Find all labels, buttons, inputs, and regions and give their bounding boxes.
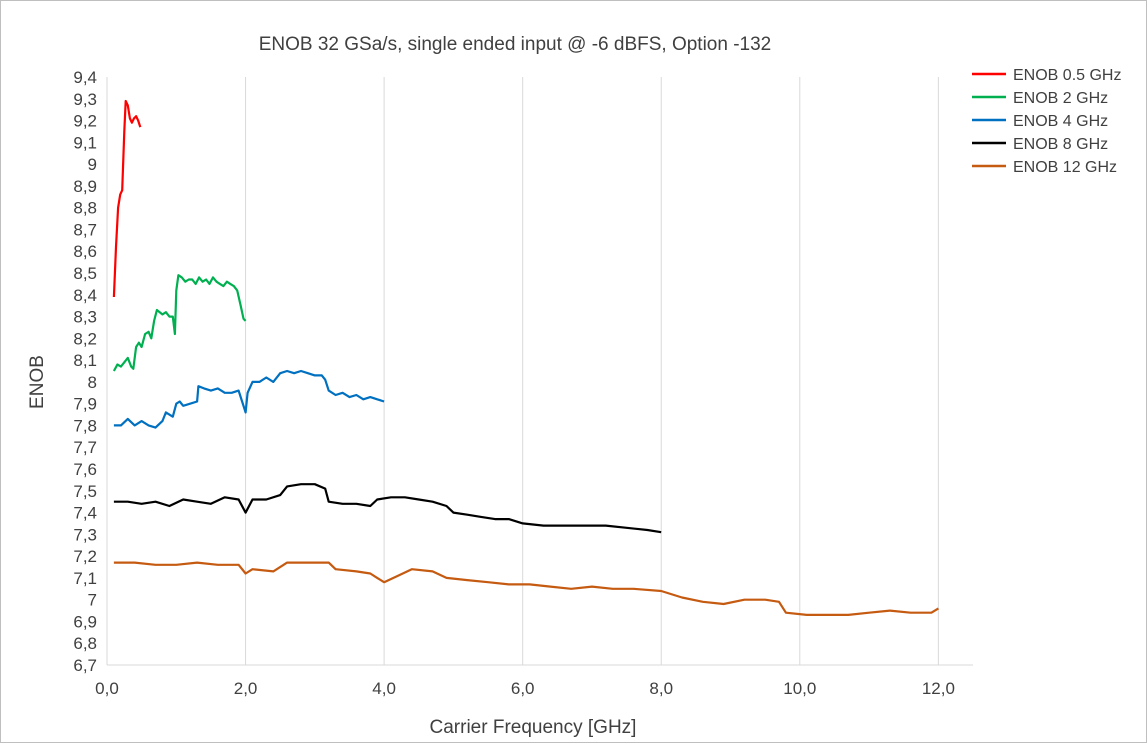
y-tick-labels: 6,7 6,8 6,9 7 7,1 7,2 7,3 7,4 7,5 7,6 7,7 7,8 7,9 8 8,…: [73, 68, 97, 675]
y-tick-label: 7,5: [73, 482, 97, 501]
y-tick-label: 8,8: [73, 199, 97, 218]
x-axis-title: Carrier Frequency [GHz]: [430, 717, 637, 738]
y-tick-label: 7,1: [73, 569, 97, 588]
y-tick-label: 9: [88, 155, 97, 174]
y-tick-label: 6,9: [73, 612, 97, 631]
y-tick-label: 8,4: [73, 286, 97, 305]
y-tick-label: 8,2: [73, 329, 97, 348]
y-tick-label: 8,5: [73, 264, 97, 283]
x-tick-label: 2,0: [234, 679, 258, 698]
y-tick-label: 9,4: [73, 68, 97, 87]
y-tick-label: 7,6: [73, 460, 97, 479]
y-tick-label: 6,7: [73, 656, 97, 675]
y-tick-label: 7,7: [73, 438, 97, 457]
y-tick-label: 8,6: [73, 242, 97, 261]
legend: ENOB 0.5 GHz ENOB 2 GHz ENOB 4 GHz ENOB 8 G…: [972, 67, 1121, 176]
series-line-4: [113, 483, 662, 534]
y-tick-label: 7: [88, 591, 97, 610]
x-tick-label: 10,0: [783, 679, 816, 698]
x-tick-label: 6,0: [511, 679, 535, 698]
series-line-2: [112, 274, 247, 372]
y-tick-label: 9,2: [73, 112, 97, 131]
legend-label: ENOB 12 GHz: [1013, 159, 1117, 176]
axes: [106, 77, 973, 666]
y-tick-label: 8,7: [73, 220, 97, 239]
x-tick-label: 0,0: [95, 679, 119, 698]
series-line-3: [113, 369, 385, 429]
series-line-5: [113, 561, 939, 617]
x-tick-label: 4,0: [372, 679, 396, 698]
y-tick-label: 8: [88, 373, 97, 392]
legend-label: ENOB 8 GHz: [1013, 136, 1108, 153]
legend-label: ENOB 4 GHz: [1013, 113, 1108, 130]
x-tick-labels: 0,0 2,0 4,0 6,0 8,0 10,0 12,0: [95, 679, 955, 698]
series-line-1: [112, 99, 142, 298]
y-tick-label: 7,4: [73, 504, 97, 523]
y-tick-label: 7,9: [73, 395, 97, 414]
y-tick-label: 7,3: [73, 525, 97, 544]
y-tick-label: 6,8: [73, 634, 97, 653]
chart-title: ENOB 32 GSa/s, single ended input @ -6 d…: [259, 34, 772, 55]
legend-label: ENOB 2 GHz: [1013, 90, 1108, 107]
y-tick-label: 8,1: [73, 351, 97, 370]
y-tick-label: 8,3: [73, 308, 97, 327]
x-tick-label: 12,0: [922, 679, 955, 698]
grid-lines: [245, 77, 939, 665]
y-tick-label: 9,3: [73, 90, 97, 109]
y-tick-label: 7,8: [73, 416, 97, 435]
y-tick-label: 7,2: [73, 547, 97, 566]
legend-label: ENOB 0.5 GHz: [1013, 67, 1121, 84]
y-axis-title: ENOB: [27, 355, 48, 409]
x-tick-label: 8,0: [649, 679, 673, 698]
y-tick-label: 9,1: [73, 133, 97, 152]
series-lines: [112, 99, 939, 617]
y-tick-label: 8,9: [73, 177, 97, 196]
